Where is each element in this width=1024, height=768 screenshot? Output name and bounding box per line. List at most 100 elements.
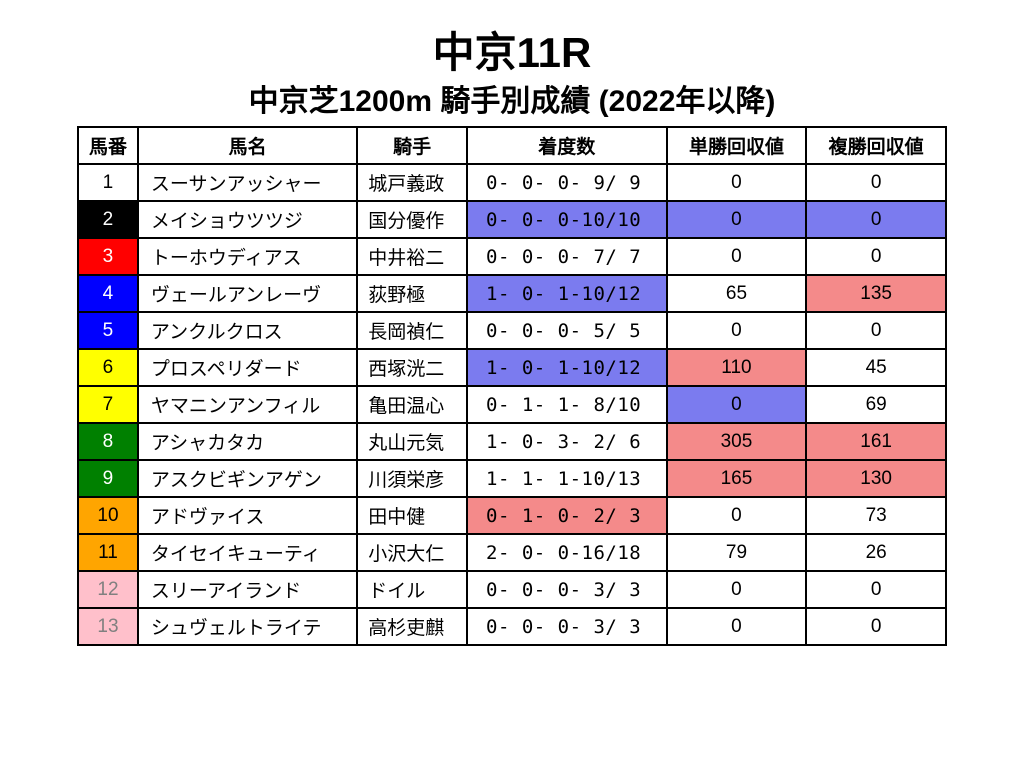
finish-record: 1- 0- 3- 2/ 6 [467, 423, 667, 460]
horse-number: 4 [78, 275, 138, 312]
horse-name: ヴェールアンレーヴ [138, 275, 357, 312]
win-return-value: 65 [667, 275, 807, 312]
jockey-name: 中井裕二 [357, 238, 467, 275]
win-return-value: 79 [667, 534, 807, 571]
horse-number: 12 [78, 571, 138, 608]
table-row: 4ヴェールアンレーヴ荻野極1- 0- 1-10/1265135 [78, 275, 946, 312]
table-row: 2メイショウツツジ国分優作0- 0- 0-10/1000 [78, 201, 946, 238]
horse-name: スリーアイランド [138, 571, 357, 608]
jockey-name: 田中健 [357, 497, 467, 534]
jockey-name: 高杉吏麒 [357, 608, 467, 645]
win-return-value: 0 [667, 571, 807, 608]
table-row: 6プロスペリダード西塚洸二1- 0- 1-10/1211045 [78, 349, 946, 386]
table-row: 8アシャカタカ丸山元気1- 0- 3- 2/ 6305161 [78, 423, 946, 460]
horse-number: 3 [78, 238, 138, 275]
table-row: 10アドヴァイス田中健0- 1- 0- 2/ 3073 [78, 497, 946, 534]
jockey-name: 亀田温心 [357, 386, 467, 423]
horse-name: アシャカタカ [138, 423, 357, 460]
horse-number: 8 [78, 423, 138, 460]
finish-record: 0- 0- 0- 3/ 3 [467, 571, 667, 608]
col-record: 着度数 [467, 127, 667, 164]
horse-number: 7 [78, 386, 138, 423]
horse-number: 11 [78, 534, 138, 571]
table-header-row: 馬番 馬名 騎手 着度数 単勝回収値 複勝回収値 [78, 127, 946, 164]
finish-record: 1- 0- 1-10/12 [467, 349, 667, 386]
finish-record: 0- 0- 0-10/10 [467, 201, 667, 238]
place-return-value: 0 [806, 312, 946, 349]
horse-name: メイショウツツジ [138, 201, 357, 238]
horse-number: 6 [78, 349, 138, 386]
jockey-name: 川須栄彦 [357, 460, 467, 497]
horse-number: 5 [78, 312, 138, 349]
horse-name: アスクビギンアゲン [138, 460, 357, 497]
race-title: 中京11R [433, 30, 592, 76]
place-return-value: 69 [806, 386, 946, 423]
table-row: 9アスクビギンアゲン川須栄彦1- 1- 1-10/13165130 [78, 460, 946, 497]
win-return-value: 0 [667, 164, 807, 201]
finish-record: 2- 0- 0-16/18 [467, 534, 667, 571]
col-jockey: 騎手 [357, 127, 467, 164]
place-return-value: 73 [806, 497, 946, 534]
jockey-name: ドイル [357, 571, 467, 608]
place-return-value: 45 [806, 349, 946, 386]
horse-name: トーホウディアス [138, 238, 357, 275]
jockey-stats-table: 馬番 馬名 騎手 着度数 単勝回収値 複勝回収値 1スーサンアッシャー城戸義政0… [77, 126, 947, 646]
win-return-value: 0 [667, 201, 807, 238]
horse-number: 1 [78, 164, 138, 201]
jockey-name: 城戸義政 [357, 164, 467, 201]
col-place-return: 複勝回収値 [806, 127, 946, 164]
table-row: 11タイセイキューティ小沢大仁2- 0- 0-16/187926 [78, 534, 946, 571]
horse-name: シュヴェルトライテ [138, 608, 357, 645]
table-row: 5アンクルクロス長岡禎仁0- 0- 0- 5/ 500 [78, 312, 946, 349]
table-row: 13シュヴェルトライテ高杉吏麒0- 0- 0- 3/ 300 [78, 608, 946, 645]
win-return-value: 0 [667, 497, 807, 534]
horse-name: タイセイキューティ [138, 534, 357, 571]
finish-record: 0- 0- 0- 3/ 3 [467, 608, 667, 645]
table-row: 1スーサンアッシャー城戸義政0- 0- 0- 9/ 900 [78, 164, 946, 201]
win-return-value: 0 [667, 238, 807, 275]
win-return-value: 0 [667, 608, 807, 645]
horse-name: ヤマニンアンフィル [138, 386, 357, 423]
jockey-name: 長岡禎仁 [357, 312, 467, 349]
win-return-value: 110 [667, 349, 807, 386]
col-win-return: 単勝回収値 [667, 127, 807, 164]
finish-record: 0- 0- 0- 9/ 9 [467, 164, 667, 201]
jockey-name: 国分優作 [357, 201, 467, 238]
place-return-value: 0 [806, 571, 946, 608]
finish-record: 1- 1- 1-10/13 [467, 460, 667, 497]
finish-record: 0- 0- 0- 5/ 5 [467, 312, 667, 349]
horse-number: 10 [78, 497, 138, 534]
horse-number: 13 [78, 608, 138, 645]
win-return-value: 305 [667, 423, 807, 460]
place-return-value: 0 [806, 201, 946, 238]
place-return-value: 135 [806, 275, 946, 312]
place-return-value: 0 [806, 164, 946, 201]
place-return-value: 130 [806, 460, 946, 497]
finish-record: 0- 1- 0- 2/ 3 [467, 497, 667, 534]
finish-record: 0- 1- 1- 8/10 [467, 386, 667, 423]
finish-record: 1- 0- 1-10/12 [467, 275, 667, 312]
horse-number: 9 [78, 460, 138, 497]
col-number: 馬番 [78, 127, 138, 164]
place-return-value: 0 [806, 238, 946, 275]
table-row: 7ヤマニンアンフィル亀田温心0- 1- 1- 8/10069 [78, 386, 946, 423]
win-return-value: 0 [667, 386, 807, 423]
win-return-value: 165 [667, 460, 807, 497]
horse-name: アンクルクロス [138, 312, 357, 349]
table-row: 3トーホウディアス中井裕二0- 0- 0- 7/ 700 [78, 238, 946, 275]
jockey-name: 丸山元気 [357, 423, 467, 460]
horse-number: 2 [78, 201, 138, 238]
table-row: 12スリーアイランドドイル0- 0- 0- 3/ 300 [78, 571, 946, 608]
place-return-value: 26 [806, 534, 946, 571]
col-horse-name: 馬名 [138, 127, 357, 164]
race-subtitle: 中京芝1200m 騎手別成績 (2022年以降) [249, 76, 776, 120]
finish-record: 0- 0- 0- 7/ 7 [467, 238, 667, 275]
jockey-name: 荻野極 [357, 275, 467, 312]
place-return-value: 161 [806, 423, 946, 460]
jockey-name: 西塚洸二 [357, 349, 467, 386]
horse-name: アドヴァイス [138, 497, 357, 534]
place-return-value: 0 [806, 608, 946, 645]
horse-name: スーサンアッシャー [138, 164, 357, 201]
horse-name: プロスペリダード [138, 349, 357, 386]
jockey-name: 小沢大仁 [357, 534, 467, 571]
